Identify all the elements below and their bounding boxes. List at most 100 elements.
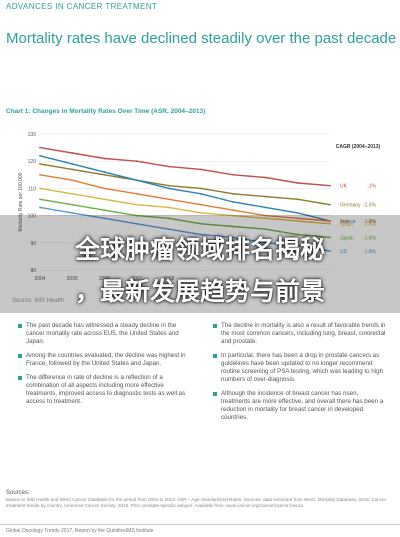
data-point [329,222,331,225]
data-point [329,203,331,206]
series-line-germany [39,163,331,206]
data-point [200,192,203,195]
data-point [103,198,106,201]
series-line-italy [39,174,331,222]
x-tick-label: 2006 [99,276,110,282]
data-point [103,171,106,173]
data-point [232,173,235,176]
data-point [200,211,203,214]
footer-text: Global Oncology Trends 2017, Report by t… [6,528,154,534]
data-point [135,222,138,225]
data-point [329,236,331,239]
data-point [167,184,170,187]
headline-line-2: ，最新发展趋势与前景 [74,277,325,306]
data-point [264,214,267,217]
legend-entry-name: Germany [340,203,361,209]
chart-source: Source: IMS Health [12,298,65,304]
data-point [39,154,41,157]
bullet-item: Although the incidence of breast cancer … [213,390,388,422]
bullet-marker [213,392,217,396]
data-point [232,192,235,195]
data-point [71,152,74,154]
y-tick-label: 80 [30,268,36,274]
data-point [200,187,203,190]
legend-title: CAGR (2004–2013) [336,144,381,150]
bullet-item: The difference in rate of decline is a r… [18,374,193,406]
headline-banner [0,215,400,313]
data-point [71,203,74,206]
data-point [71,168,74,171]
data-point [71,179,74,182]
data-point [329,250,331,252]
legend-entry-name: Japan [340,235,354,241]
series-line-japan [39,198,331,239]
data-point [296,220,299,222]
bullet-marker [213,354,217,358]
data-point [39,163,41,165]
data-point [167,187,170,190]
data-point [135,203,138,206]
legend-entry-name: UK [340,184,348,190]
legend-entry-change: -1.4% [363,222,377,228]
data-point [232,209,235,212]
data-point [200,203,203,206]
bullet-item: The past decade has witnessed a steady d… [18,322,193,346]
data-point [167,228,170,231]
data-point [103,209,106,212]
data-point [167,165,170,168]
bullet-text: The decline in mortality is also a resul… [221,322,386,345]
data-point [264,195,267,198]
legend-entry-change: -1.8% [363,249,377,255]
data-point [296,244,299,247]
chart-legend: CAGR (2004–2013) UK -1% Germany -1.5% France -… [336,144,381,255]
data-point [200,222,203,225]
data-point [167,206,170,209]
data-point [264,176,267,179]
data-point [200,233,203,236]
data-point [232,236,235,239]
legend-entry-name: Spain [340,222,353,228]
x-tick-label: 2008 [163,276,174,282]
series-line-spain [39,187,331,225]
bullet-text: In particular, there has been a drop in … [221,352,384,383]
bullet-marker [18,376,22,380]
section-header: ADVANCES IN CANCER TREATMENT [6,2,158,11]
data-point [296,233,299,236]
data-point [135,214,138,217]
footer-divider [0,524,400,525]
legend-entry-name: Italy [340,219,350,225]
bullet-marker [18,354,22,358]
bullet-marker [213,324,217,328]
data-point [232,225,235,228]
series-line-france [39,155,331,222]
legend-entry-change: -1% [367,184,376,190]
bullet-item: The decline in mortality is also a resul… [213,322,388,346]
mortality-line-chart: 80 90 100 110 120 130 2004 2005 2006 2007 2008 CA… [18,132,381,282]
bullet-list-left: The past decade has witnessed a steady d… [18,322,193,412]
data-point [103,157,106,160]
legend-entry-change: -1.5% [363,203,377,209]
y-tick-label: 120 [28,159,37,165]
legend-entry-change: -1.6% [363,235,377,241]
x-tick-label: 2005 [67,276,78,282]
data-point [232,201,235,203]
legend-entry-name: France [340,219,356,225]
legend-entry-change: -2% [367,219,376,225]
data-point [39,173,41,176]
y-tick-label: 90 [30,241,36,247]
data-point [135,192,138,195]
x-tick-label: 2004 [34,276,45,282]
data-point [39,146,41,149]
data-point [296,211,299,214]
data-point [329,220,331,222]
sources-label: Sources: [6,490,30,496]
data-point [296,217,299,220]
bullet-item: In particular, there has been a drop in … [213,352,388,384]
sources-text: Based on IMS Health and WHO Cancer Datab… [6,497,387,508]
data-point [232,214,235,217]
data-point [264,241,267,244]
series-line-us [39,206,331,252]
x-axis-ticks: 2004 2005 2006 2007 2008 [34,276,174,282]
chart-series-lines [39,146,331,252]
data-point [264,217,267,220]
